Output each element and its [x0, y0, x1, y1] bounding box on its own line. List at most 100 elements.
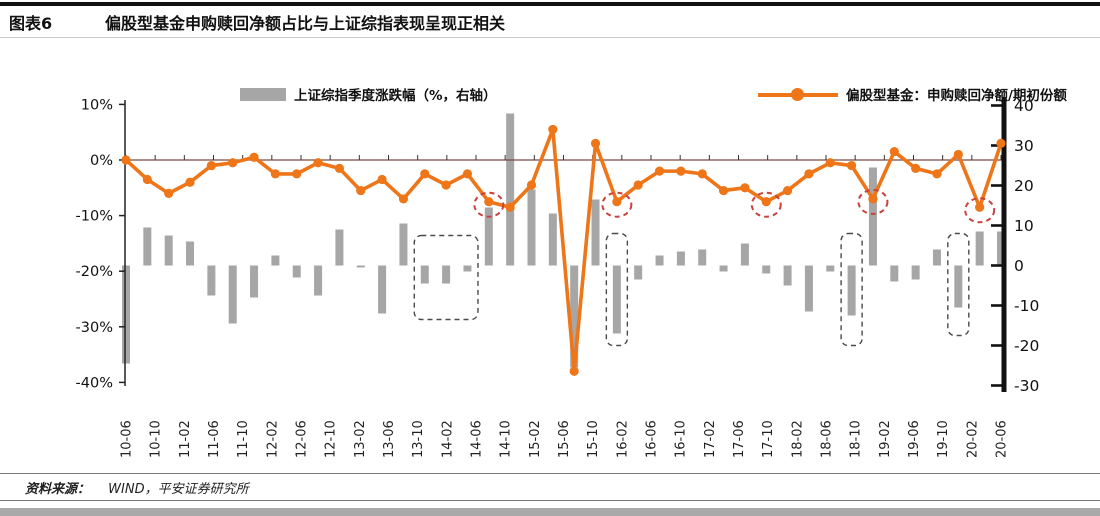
bar — [250, 265, 259, 298]
line-point — [996, 138, 1006, 148]
source-text: WIND，平安证券研究所 — [108, 482, 249, 497]
line-point — [505, 202, 515, 212]
line-point — [590, 138, 601, 148]
line-point — [441, 180, 451, 190]
x-axis-label: 14-10 — [499, 420, 514, 458]
line-point — [526, 180, 537, 190]
title-divider — [0, 37, 1100, 38]
bar — [762, 265, 771, 274]
combo-chart: 10% 0% -10% -20% -30% -40% 40 30 20 10 0 -10 -20 -30 1… — [76, 97, 1039, 458]
bar — [335, 229, 344, 266]
bar — [954, 265, 963, 308]
bar — [399, 223, 408, 266]
bar — [271, 255, 280, 266]
bar — [676, 251, 685, 266]
right-axis-label: 20 — [1014, 177, 1034, 195]
bar — [890, 265, 899, 282]
line-point — [420, 169, 430, 179]
line-point — [676, 166, 686, 176]
x-axis-label: 11-06 — [207, 420, 222, 458]
x-axis-label: 12-10 — [324, 420, 339, 458]
dashed-rect-annotation — [605, 232, 629, 347]
dashed-circle-annotation — [964, 197, 996, 224]
source-row: 资料来源： WIND，平安证券研究所 — [25, 478, 249, 497]
left-axis-label: -10% — [76, 209, 113, 225]
x-axis-label: 20-06 — [995, 420, 1010, 458]
x-axis-label: 13-06 — [382, 420, 397, 458]
dashed-circle-annotation — [601, 191, 633, 218]
x-axis-label: 15-02 — [528, 420, 543, 458]
right-axis-label: -10 — [1014, 297, 1039, 315]
line-point — [889, 147, 899, 157]
bar — [868, 167, 877, 266]
dashed-circle-annotation — [857, 188, 889, 215]
bar — [122, 265, 130, 364]
x-axis-label: 10-10 — [149, 420, 164, 458]
x-axis-label: 15-10 — [586, 420, 601, 458]
source-label: 资料来源： — [25, 482, 91, 497]
chart-legend: 上证综指季度涨跌幅（%，右轴） 偏股型基金：申购赎回净额/期初份额 — [0, 84, 1100, 106]
line-point — [377, 174, 387, 185]
line-point — [249, 152, 259, 162]
x-axis-label: 12-06 — [295, 420, 310, 458]
top-rule — [0, 2, 1100, 6]
bar — [186, 241, 195, 266]
x-axis-label: 14-02 — [440, 420, 455, 458]
line-point — [398, 194, 409, 204]
bar — [420, 265, 429, 284]
line-point — [718, 185, 729, 196]
bar — [804, 265, 813, 312]
bar — [783, 265, 792, 286]
x-axis-label: 13-02 — [353, 420, 368, 458]
bar — [463, 265, 472, 272]
x-axis-label: 15-06 — [557, 420, 572, 458]
bar-swatch-icon — [240, 87, 286, 101]
bottom-strip — [0, 508, 1100, 516]
line-point — [121, 155, 131, 165]
bar — [932, 249, 941, 266]
bar — [591, 199, 600, 266]
legend-label-line: 偏股型基金：申购赎回净额/期初份额 — [846, 88, 1067, 104]
line-point — [633, 180, 643, 190]
bar — [506, 113, 515, 266]
line-point — [697, 169, 707, 179]
bar — [442, 265, 451, 284]
dashed-circle-annotation — [473, 191, 505, 218]
line-point — [761, 197, 771, 207]
x-axis-label: 12-02 — [265, 420, 280, 458]
x-axis-label: 18-06 — [820, 420, 835, 458]
bar — [570, 265, 579, 368]
x-axis-label: 10-06 — [120, 420, 135, 458]
line-point — [911, 163, 921, 173]
x-axis-label: 13-10 — [411, 420, 426, 458]
bar — [356, 265, 365, 268]
line-point — [164, 188, 174, 198]
line-point — [740, 183, 750, 193]
bar — [847, 265, 856, 316]
line-point — [825, 158, 835, 168]
bar — [314, 265, 323, 296]
left-axis-label: -30% — [76, 320, 113, 336]
bar — [655, 255, 664, 266]
bar — [826, 265, 835, 272]
bar — [698, 249, 707, 266]
bar — [740, 243, 749, 266]
right-axis-label: 0 — [1014, 257, 1024, 275]
right-axis-label: 40 — [1014, 97, 1034, 115]
bar — [378, 265, 387, 314]
x-axis-label: 19-02 — [878, 420, 893, 458]
x-axis-label: 18-10 — [849, 420, 864, 458]
source-divider-top — [0, 473, 1100, 474]
bar — [527, 189, 536, 266]
figure-label: 图表6 — [9, 14, 53, 33]
x-axis-label: 16-06 — [645, 420, 660, 458]
bar — [612, 265, 621, 334]
dashed-rect-annotation — [840, 232, 863, 347]
legend-item-bar-series: 上证综指季度涨跌幅（%，右轴） — [240, 84, 497, 104]
bar — [143, 227, 152, 266]
bar — [997, 231, 1005, 266]
x-axis-label: 17-02 — [703, 420, 718, 458]
line-point — [356, 185, 366, 196]
bar — [634, 265, 643, 280]
